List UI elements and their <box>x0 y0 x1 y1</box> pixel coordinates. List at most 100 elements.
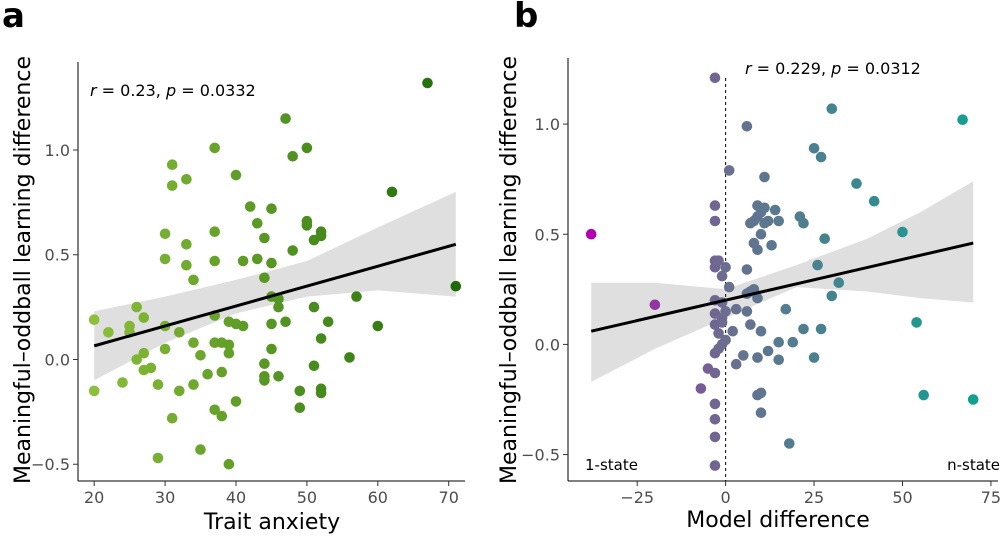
panel-b-letter: b <box>514 0 538 36</box>
panel-a-y-tick-label: −0.5 <box>31 455 70 474</box>
panel-b-x-axis-title: Model difference <box>686 508 870 533</box>
panel-a-data-point-49 <box>237 320 249 332</box>
panel-a-data-point-77 <box>308 360 320 372</box>
panel-a-data-point-80 <box>315 333 327 344</box>
panel-b-data-point-36 <box>741 264 753 275</box>
panel-a-stats-annotation: r = 0.23, p = 0.0332 <box>90 81 256 100</box>
panel-b-data-point-67 <box>784 438 795 449</box>
panel-b-data-point-57 <box>759 202 770 214</box>
panel-a-data-point-79 <box>315 230 327 242</box>
panel-b-x-tick-label: 0 <box>721 488 731 507</box>
panel-b-data-point-64 <box>773 336 784 348</box>
panel-a-data-point-57 <box>259 375 270 386</box>
panel-a-data-point-76 <box>308 301 320 313</box>
panel-b-data-point-59 <box>762 215 774 227</box>
panel-b-data-point-72 <box>808 143 820 154</box>
panel-b-data-point-48 <box>752 292 763 304</box>
panel-a-data-point-17 <box>159 228 171 240</box>
panel-b-data-point-31 <box>727 325 738 337</box>
panel-b-data-point-78 <box>826 103 838 114</box>
panel-a-data-point-83 <box>322 316 334 328</box>
panel-a-data-point-25 <box>181 259 192 271</box>
panel-a-data-point-21 <box>174 327 185 338</box>
panel-a-data-point-55 <box>259 358 270 370</box>
panel-b-data-point-61 <box>766 240 777 251</box>
panel-b-data-point-52 <box>755 228 767 240</box>
panel-b-data-point-26 <box>720 262 731 273</box>
panel-a-data-point-85 <box>351 291 362 302</box>
panel-a-data-point-31 <box>202 368 213 380</box>
panel-a-y-tick-label: 1.0 <box>45 141 70 160</box>
panel-b-y-tick-label: −0.5 <box>521 446 560 465</box>
panel-a-data-point-42 <box>223 347 235 359</box>
panel-a-data-point-33 <box>209 226 220 237</box>
panel-a-data-point-51 <box>251 218 263 229</box>
panel-b-data-point-68 <box>787 336 799 348</box>
panel-b-data-point-75 <box>815 151 827 163</box>
panel-b-data-point-63 <box>773 215 784 227</box>
panel-a-regression-line <box>93 242 457 348</box>
panel-a-data-point-7 <box>131 354 142 365</box>
panel-b-data-point-49 <box>752 352 763 363</box>
panel-a-data-point-87 <box>386 186 398 198</box>
panel-a-data-point-62 <box>266 343 277 355</box>
panel-b-data-point-27 <box>720 306 731 317</box>
panel-b-right-label: n-state <box>947 456 1000 474</box>
panel-a-data-point-59 <box>266 257 277 269</box>
panel-b-data-point-24 <box>716 317 728 328</box>
panel-a-data-point-37 <box>209 404 220 416</box>
panel-a-data-point-6 <box>131 301 142 313</box>
panel-a-data-point-70 <box>294 385 306 397</box>
panel-b-data-point-33 <box>730 358 742 370</box>
panel-b-x-tick-label: 75 <box>981 488 1001 507</box>
panel-a-data-point-84 <box>344 352 355 363</box>
panel-a-data-point-15 <box>159 343 171 355</box>
panel-b-y-ticks: −0.5 0.0 0.5 1.0 <box>521 115 568 465</box>
panel-b-data-point-13 <box>709 367 721 379</box>
panel-a-data-point-1 <box>88 385 100 397</box>
panel-b-data-point-83 <box>897 226 908 238</box>
panel-a-data-point-0 <box>88 314 100 326</box>
panel-b-data-point-73 <box>808 352 820 363</box>
panel-b-x-tick-label: 50 <box>892 488 912 507</box>
panel-a-x-tick-label: 30 <box>155 488 175 507</box>
panel-b-data-point-54 <box>755 407 767 419</box>
panel-a-data-point-20 <box>166 412 178 424</box>
panel-a-data-point-48 <box>237 255 249 267</box>
panel-a-data-point-64 <box>273 301 284 313</box>
panel-a-data-point-74 <box>301 220 313 231</box>
panel-a-data-point-12 <box>152 379 164 390</box>
panel-b-data-point-82 <box>868 195 880 207</box>
panel-a-ci-area <box>94 191 456 381</box>
panel-a-x-axis-title: Trait anxiety <box>203 510 340 535</box>
panel-b-y-tick-label: 0.0 <box>535 335 560 354</box>
panel-b-data-point-71 <box>798 217 809 229</box>
panel-a-letter: a <box>2 0 25 36</box>
panel-b-data-point-34 <box>738 350 749 361</box>
panel-a-data-point-34 <box>209 255 220 267</box>
panel-b-data-point-47 <box>752 244 763 255</box>
panel-b-data-point-17 <box>709 460 721 471</box>
panel-a-data-point-69 <box>287 245 299 256</box>
panel-a-data-point-39 <box>216 366 228 378</box>
panel-b-data-point-86 <box>957 114 968 125</box>
panel-b-data-point-0 <box>585 228 597 240</box>
panel-a-data-point-72 <box>301 142 313 154</box>
panel-a-data-point-52 <box>251 253 263 265</box>
panel-b-data-point-62 <box>769 204 781 216</box>
panel-b-data-point-35 <box>741 121 753 132</box>
panel-b-data-point-5 <box>709 200 721 211</box>
panel-b-data-point-18 <box>713 255 724 266</box>
panel-b-data-point-14 <box>709 398 721 410</box>
panel-b-data-point-74 <box>812 259 823 271</box>
panel-b-data-point-30 <box>723 281 735 293</box>
panel-a-data-point-47 <box>230 396 242 407</box>
panel-b-data-point-41 <box>745 319 756 330</box>
panel-a-ci-band <box>94 191 456 381</box>
panel-a-data-point-32 <box>209 142 220 154</box>
panel-b-points <box>585 72 979 471</box>
panel-b-data-point-66 <box>780 303 792 315</box>
panel-a-y-axis-title: Meaningful–oddball learning difference <box>11 56 36 484</box>
panel-a-data-point-41 <box>223 339 235 351</box>
panel-b-data-point-85 <box>918 389 929 401</box>
